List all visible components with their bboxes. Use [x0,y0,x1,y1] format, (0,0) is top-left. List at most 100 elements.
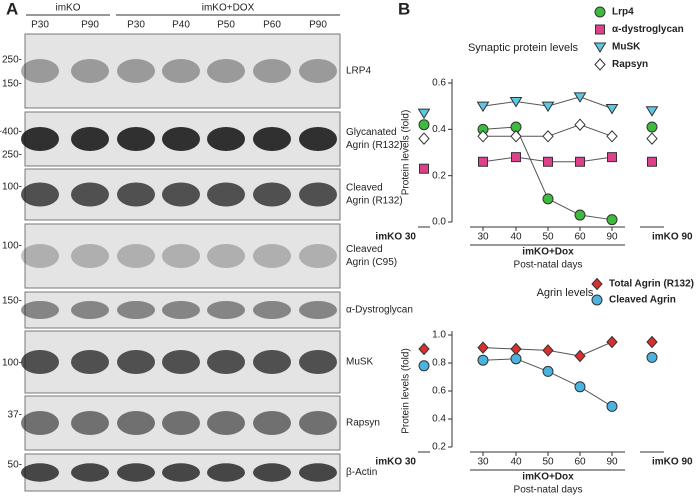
blot-band [117,411,155,435]
data-point [573,92,587,103]
lane-label: P30 [31,20,49,31]
data-point [542,365,554,377]
data-point [418,132,430,145]
blot-band [117,182,155,207]
lane-label: P90 [309,20,327,31]
blot-band [117,350,155,374]
blot-band [207,127,245,151]
data-point [575,156,585,167]
data-point [645,106,659,117]
legend-label: Lrp4 [612,7,634,18]
data-point [417,108,431,120]
x-axis-label: imKO+Dox [522,247,574,258]
lane-label: P40 [172,20,190,31]
data-point [591,294,603,306]
x-tick-label: imKO 30 [375,457,416,468]
data-point [607,152,617,163]
data-point [542,130,554,143]
blot-label: Cleaved [346,183,383,194]
mw-marker: 250- [2,55,22,66]
data-point [606,400,618,412]
x-tick-label: 60 [574,457,586,468]
data-point [477,354,489,366]
blot-band [253,59,291,83]
group-label: imKO [56,3,81,14]
mw-marker: 100- [2,358,22,369]
blot-band [71,127,109,151]
x-tick-label: 90 [606,457,618,468]
blot-label: α-Dystroglycan [346,305,413,316]
data-point [477,130,489,143]
x-tick-label: imKO 90 [652,232,693,243]
chart-title: Agrin levels [537,287,594,299]
blot-band [71,301,109,319]
data-point [646,351,658,363]
y-tick-label: 0.2 [432,442,446,453]
blot-label: Cleaved [346,244,383,255]
data-point [510,342,522,356]
blot-band [299,411,337,435]
data-point [542,344,554,357]
x-axis-label: imKO+Dox [522,472,574,483]
x-axis-sublabel: Post-natal days [514,485,583,496]
data-point [595,24,605,35]
legend-label: Rapsyn [612,59,648,70]
blot-image [24,291,341,329]
blot-band [162,59,200,83]
blot-label: LRP4 [346,66,371,77]
blot-band [162,301,200,319]
y-tick-label: 1.0 [432,330,446,341]
data-point [510,130,522,143]
blot-band [253,411,291,435]
blot-band [253,127,291,151]
blot-band [299,350,337,374]
data-point [646,121,658,133]
legend-label: Total Agrin (R132) [609,279,694,290]
blot-band [21,463,59,482]
blot-band [21,244,59,268]
data-point [418,342,430,356]
x-axis-sublabel: Post-natal days [514,260,583,271]
data-point [510,353,522,365]
blot-band [117,301,155,319]
blot-band [21,59,59,83]
data-point [509,97,523,108]
data-point [511,152,521,163]
group-label: imKO+DOX [202,3,255,14]
blot-band [207,463,245,482]
blot-band [162,463,200,482]
x-tick-label: 30 [477,457,489,468]
blot-label: Agrin (C95) [346,257,397,268]
blot-label: β-Actin [346,467,377,478]
data-point [574,209,586,221]
blot-label: MuSK [346,357,374,368]
blot-band [253,463,291,482]
blot-band [71,463,109,482]
panel-label: B [398,0,410,18]
y-tick-label: 0.6 [432,386,446,397]
data-point [646,335,658,349]
blot-band [299,182,337,207]
y-tick-label: 0.8 [432,358,446,369]
blot-band [253,350,291,374]
data-point [418,119,430,131]
blot-band [162,182,200,207]
mw-marker: ~400- [0,127,22,138]
data-point [574,118,586,131]
blot-band [71,411,109,435]
x-tick-label: 40 [510,457,522,468]
y-tick-label: 0.4 [432,414,446,425]
x-tick-label: imKO 30 [375,232,416,243]
data-point [476,101,490,113]
blot-band [117,463,155,482]
data-point [541,101,555,113]
blot-band [299,127,337,151]
y-tick-label: 0.6 [432,78,446,89]
x-tick-label: 90 [606,232,618,243]
blot-band [117,244,155,268]
panel-label: A [6,0,18,18]
mw-marker: 50- [8,460,22,471]
blot-band [162,350,200,374]
data-point [419,163,429,174]
data-point [606,130,618,143]
